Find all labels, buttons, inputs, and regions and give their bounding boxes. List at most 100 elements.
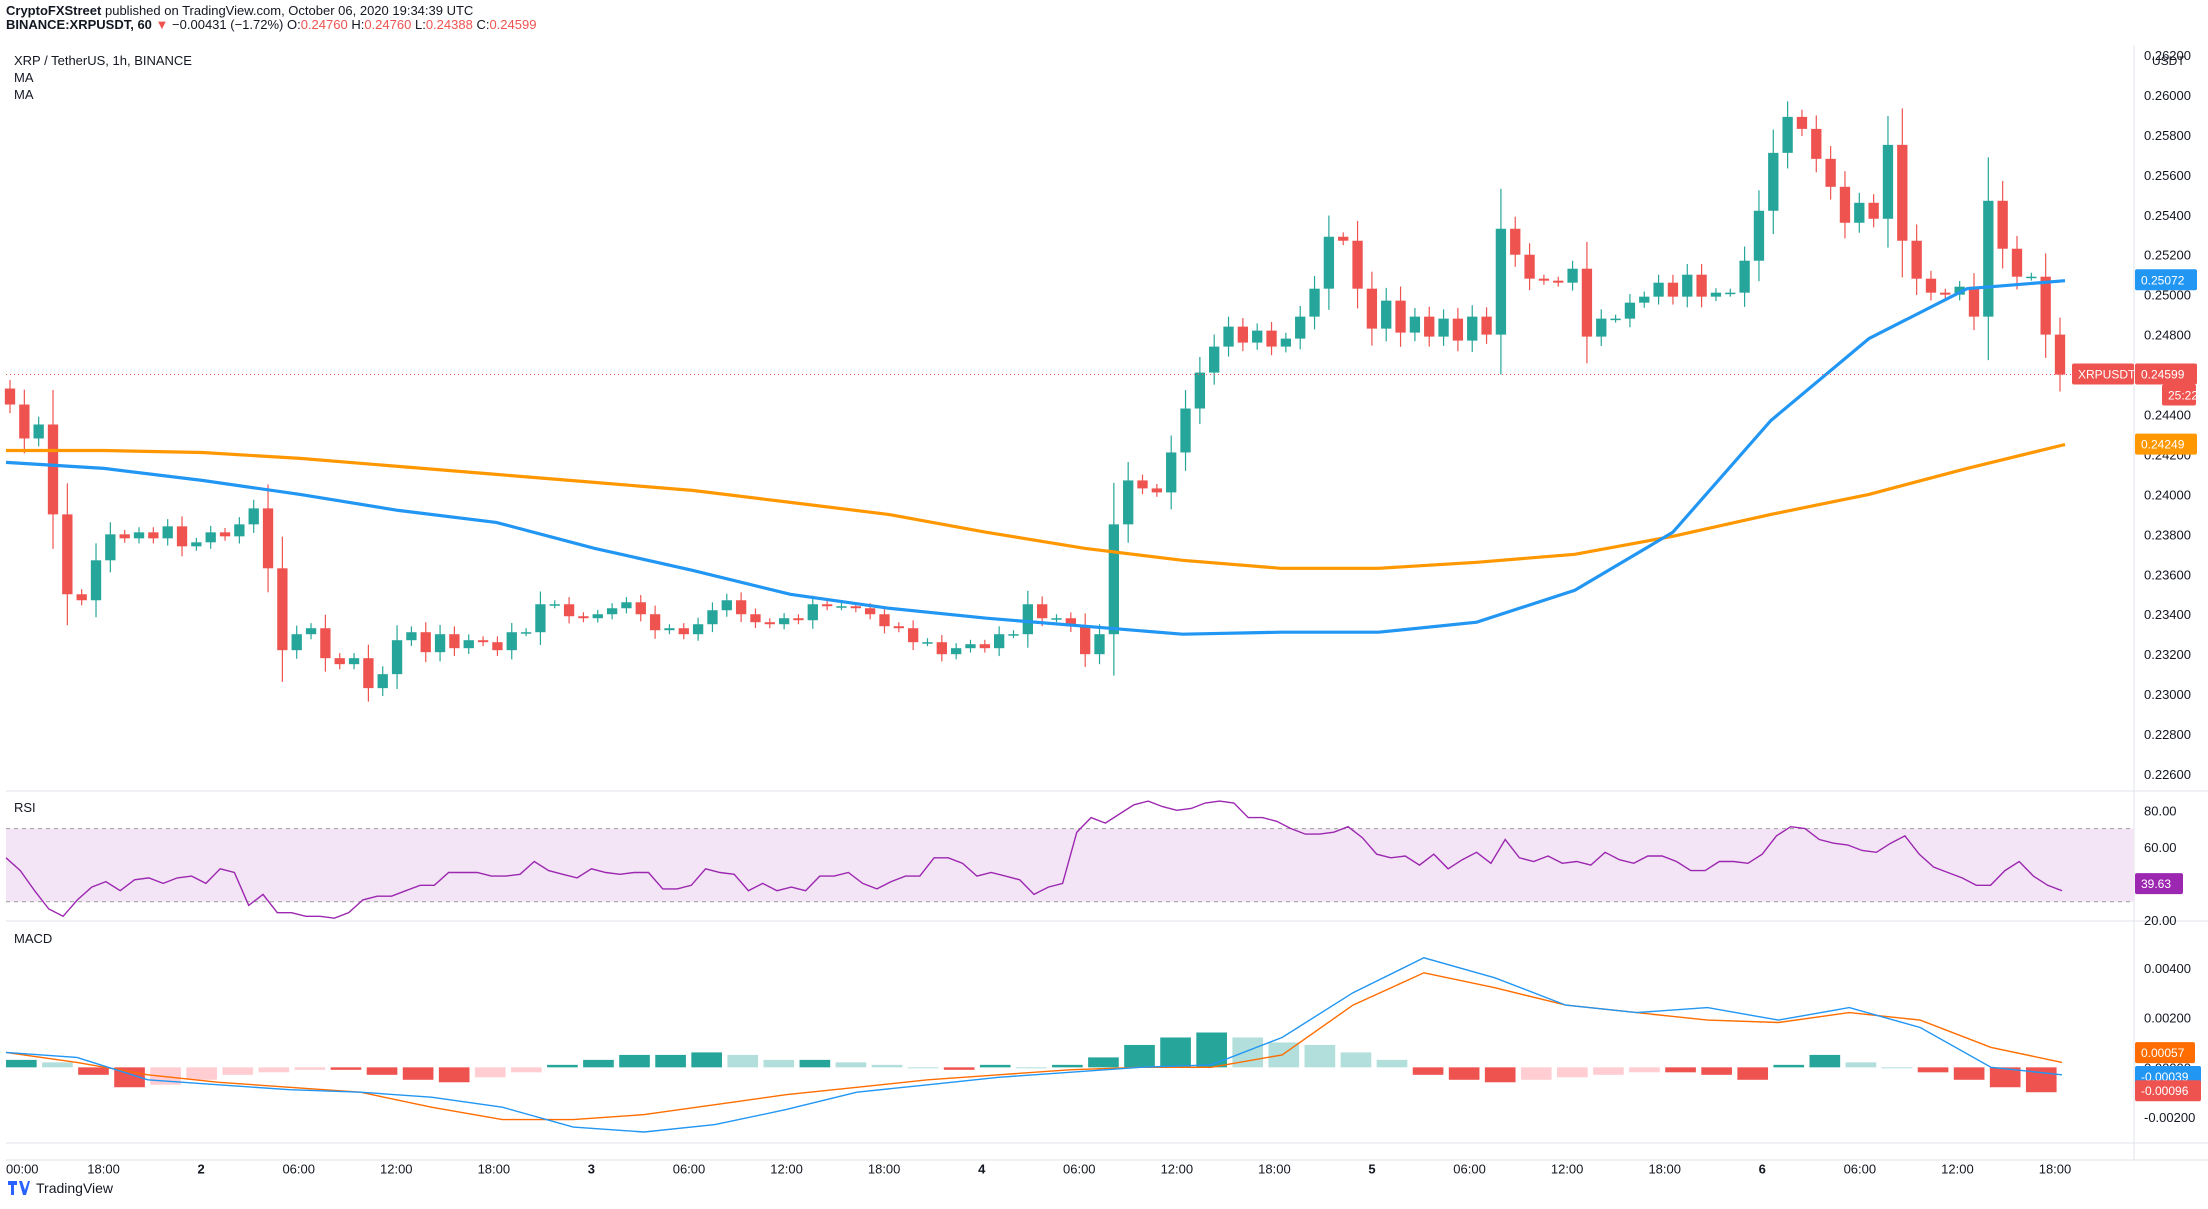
candle-body <box>678 628 689 635</box>
macd-histogram-bar <box>907 1067 939 1069</box>
legend-pair[interactable]: XRP / TetherUS, 1h, BINANCE <box>14 53 192 68</box>
candle-body <box>735 600 747 615</box>
time-tick-label: 18:00 <box>1258 1162 1291 1177</box>
candle-body <box>248 508 259 525</box>
macd-histogram-bar <box>835 1062 867 1068</box>
macd-histogram-bar <box>1701 1067 1732 1075</box>
candle-body <box>1266 330 1277 347</box>
candle-body <box>1151 488 1163 493</box>
time-tick-label: 06:00 <box>282 1162 315 1177</box>
candle-body <box>434 634 446 653</box>
macd-histogram-bar <box>222 1067 254 1075</box>
time-tick-label: 6 <box>1759 1162 1766 1177</box>
macd-histogram-bar <box>1015 1067 1047 1069</box>
legend-ma-fast[interactable]: MA <box>14 70 34 85</box>
candle-body <box>1051 618 1062 620</box>
candle-body <box>1667 282 1679 297</box>
macd-histogram-bar <box>1052 1064 1083 1068</box>
candle-body <box>649 614 661 631</box>
candle-body <box>621 602 632 609</box>
time-tick-label: 06:00 <box>1844 1162 1877 1177</box>
tradingview-logo[interactable]: TradingView <box>8 1180 113 1196</box>
legend-rsi[interactable]: RSI <box>14 800 36 815</box>
candle-body <box>635 602 646 615</box>
symbol-price-tag: XRPUSDT <box>2078 368 2136 382</box>
price-tick-label: 0.23000 <box>2144 687 2191 702</box>
candle-body <box>1968 286 1980 317</box>
macd-histogram-bar <box>294 1067 326 1070</box>
legend-ma-slow[interactable]: MA <box>14 87 34 102</box>
price-tick-label: 0.24000 <box>2144 487 2191 502</box>
last-price-tag-bg <box>2135 363 2197 385</box>
candle-body <box>1940 292 1951 295</box>
countdown-tag: 25:22 <box>2168 389 2198 403</box>
legend-macd[interactable]: MACD <box>14 931 53 946</box>
candle-body <box>850 606 861 609</box>
time-tick-label: 12:00 <box>770 1162 803 1177</box>
candle-body <box>994 634 1005 649</box>
symbol-line: BINANCE:XRPUSDT, 60 <box>6 17 152 32</box>
candle-body <box>563 604 575 617</box>
macd-histogram-bar <box>1376 1059 1408 1068</box>
macd-hist-tag: 0.00057 <box>2141 1046 2185 1060</box>
ma-slow-price-tag: 0.24249 <box>2141 438 2185 452</box>
candle-body <box>1624 302 1636 319</box>
low-value: 0.24388 <box>425 17 473 32</box>
candle-body <box>1882 144 1894 219</box>
candle-body <box>864 608 876 615</box>
low-label: L: <box>414 17 426 32</box>
macd-histogram-bar <box>330 1067 362 1070</box>
published-text: published on TradingView.com, October 06… <box>104 3 474 18</box>
macd-histogram-bar <box>42 1062 73 1068</box>
candle-body <box>1538 278 1550 281</box>
candle-body <box>1209 346 1220 373</box>
time-tick-label: 5 <box>1368 1162 1375 1177</box>
ma-fast-price-tag: 0.25072 <box>2141 273 2185 287</box>
candle-body <box>205 532 216 543</box>
candle-body <box>1180 408 1191 453</box>
candle-body <box>1252 330 1263 343</box>
candle-body <box>793 618 804 621</box>
macd-histogram-bar <box>763 1059 795 1068</box>
candle-body <box>950 648 962 655</box>
candle-body <box>463 640 474 649</box>
candle-body <box>606 608 618 615</box>
candle-body <box>1997 200 2008 249</box>
price-tick-label: 0.24400 <box>2144 408 2191 423</box>
macd-histogram-bar <box>1124 1044 1155 1068</box>
candle-body <box>1911 240 1922 279</box>
candle-body <box>1223 326 1234 347</box>
candle-body <box>90 560 102 601</box>
candle-body <box>1438 318 1449 337</box>
candle-body <box>879 614 890 627</box>
ma-fast-price-tag-bg <box>2135 269 2197 291</box>
macd-histogram-bar <box>727 1054 759 1068</box>
ma-slow-price-tag-bg <box>2135 433 2197 455</box>
candle-body <box>1768 152 1779 211</box>
candle-body <box>176 526 188 547</box>
countdown-tag-bg <box>2162 384 2196 406</box>
candle-body <box>1581 268 1593 337</box>
candle-body <box>47 424 59 515</box>
time-tick-label: 12:00 <box>380 1162 413 1177</box>
macd-histogram-bar <box>510 1067 542 1073</box>
time-tick-label: 12:00 <box>1941 1162 1974 1177</box>
author-name[interactable]: CryptoFXStreet <box>6 3 102 18</box>
time-tick-label: 3 <box>588 1162 595 1177</box>
price-tick-label: 0.22800 <box>2144 727 2191 742</box>
candle-body <box>1295 316 1306 339</box>
macd-histogram-bar <box>78 1067 109 1075</box>
candle-body <box>1309 288 1320 317</box>
candle-body <box>305 628 317 635</box>
candle-body <box>1008 634 1019 636</box>
macd-histogram-bar <box>438 1067 470 1083</box>
candle-body <box>821 604 833 607</box>
candle-body <box>1481 316 1492 335</box>
candle-body <box>1495 228 1507 335</box>
candle-body <box>363 658 374 689</box>
macd-tick-label: -0.00200 <box>2144 1110 2195 1125</box>
rsi-tick-label: 20.00 <box>2144 913 2177 928</box>
macd-histogram-bar <box>1088 1057 1119 1068</box>
macd-histogram-bar <box>871 1064 903 1068</box>
